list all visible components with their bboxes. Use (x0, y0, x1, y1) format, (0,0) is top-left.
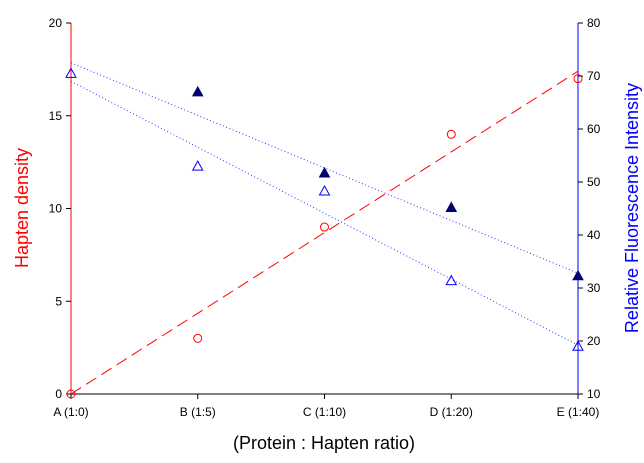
x-ticks: A (1:0) B (1:5) C (1:10) D (1:20) E (1:40) (53, 394, 599, 419)
right-tick-label: 60 (587, 122, 601, 136)
trendline (70, 70, 579, 395)
x-tick-label: B (1:5) (180, 405, 216, 419)
left-tick-label: 5 (55, 294, 62, 308)
left-tick-label: 20 (49, 16, 63, 30)
right-y-ticks: 10 20 30 40 50 60 70 80 (578, 16, 601, 401)
x-tick-label: A (1:0) (53, 405, 88, 419)
right-tick-label: 50 (587, 175, 601, 189)
right-tick-label: 80 (587, 16, 601, 30)
x-axis-title: (Protein : Hapten ratio) (233, 433, 415, 453)
data-point-circle (446, 129, 456, 139)
left-y-ticks: 0 5 10 15 20 (49, 16, 71, 401)
right-tick-label: 20 (587, 334, 601, 348)
data-points (65, 67, 584, 399)
trendlines (70, 62, 579, 395)
data-point-filled-triangle (445, 201, 458, 212)
right-tick-label: 70 (587, 69, 601, 83)
left-tick-label: 15 (49, 109, 63, 123)
x-tick-label: E (1:40) (557, 405, 600, 419)
data-point-open-triangle (191, 160, 204, 171)
data-point-filled-triangle (191, 85, 204, 97)
data-point-circle (320, 222, 329, 232)
left-tick-label: 0 (55, 387, 62, 401)
right-axis-title: Relative Fluorescence Intensity (622, 83, 642, 333)
trendline (70, 62, 579, 274)
data-point-filled-triangle (318, 166, 331, 178)
x-tick-label: D (1:20) (430, 405, 473, 419)
data-point-filled-triangle (572, 269, 584, 281)
left-tick-label: 10 (49, 202, 63, 216)
data-point-open-triangle (65, 67, 77, 78)
data-point-circle (193, 333, 203, 343)
right-tick-label: 40 (587, 228, 601, 242)
left-axis-title: Hapten density (12, 148, 32, 268)
data-point-open-triangle (572, 340, 584, 351)
trendline (70, 80, 579, 346)
data-point-circle (66, 389, 76, 399)
data-point-open-triangle (445, 274, 458, 286)
x-tick-label: C (1:10) (303, 405, 346, 419)
right-tick-label: 10 (587, 387, 601, 401)
right-tick-label: 30 (587, 281, 601, 295)
data-point-open-triangle (318, 184, 331, 196)
data-point-circle (573, 74, 583, 84)
